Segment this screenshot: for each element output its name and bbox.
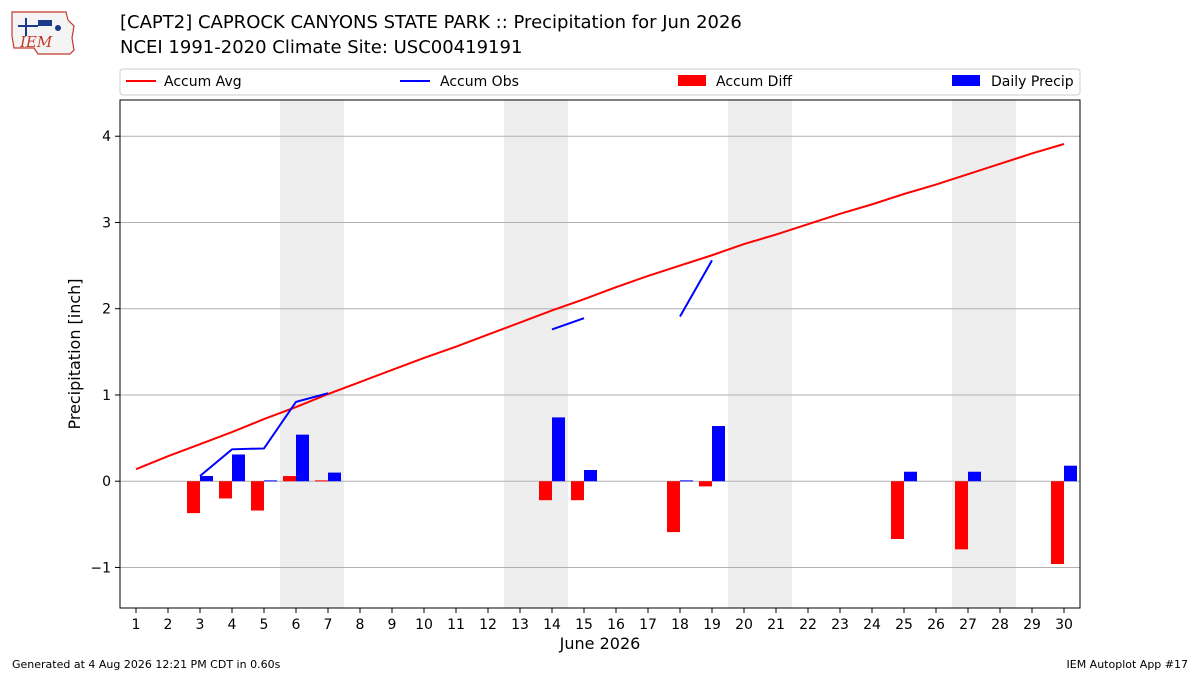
x-tick-label: 18	[671, 617, 689, 633]
legend-label: Accum Obs	[440, 74, 519, 90]
x-tick-label: 4	[228, 617, 237, 633]
bars	[187, 417, 1077, 565]
daily-precip-bar	[680, 480, 693, 482]
lines	[135, 143, 1065, 477]
weekend-band	[728, 100, 760, 608]
daily-precip-bar	[328, 472, 341, 482]
x-tick-label: 8	[356, 617, 365, 633]
generated-note: Generated at 4 Aug 2026 12:21 PM CDT in …	[12, 658, 281, 671]
daily-precip-bar	[584, 470, 597, 482]
x-tick-label: 29	[1023, 617, 1041, 633]
x-axis-title: June 2026	[559, 634, 641, 653]
x-tick-label: 17	[639, 617, 657, 633]
weekend-band	[536, 100, 568, 608]
x-tick-label: 5	[260, 617, 269, 633]
accum-obs-line	[551, 317, 585, 331]
daily-precip-bar	[968, 471, 981, 482]
x-tick-label: 25	[895, 617, 913, 633]
accum-diff-bar	[667, 481, 680, 533]
x-tick-label: 10	[415, 617, 433, 633]
weekend-band	[280, 100, 312, 608]
x-tick-label: 28	[991, 617, 1009, 633]
x-tick-label: 24	[863, 617, 881, 633]
legend-swatch	[952, 75, 980, 86]
logo-text: IEM	[19, 33, 53, 51]
legend: Accum Avg Accum Obs Accum Diff Daily Precip	[119, 68, 1081, 96]
daily-precip-bar	[232, 454, 245, 482]
x-tick-label: 15	[575, 617, 593, 633]
weekend-shading	[280, 100, 1016, 608]
daily-precip-bar	[264, 480, 277, 482]
x-tick-label: 21	[767, 617, 785, 633]
legend-swatch	[678, 75, 706, 86]
accum-obs-line	[199, 392, 329, 477]
y-tick-label: 0	[102, 474, 111, 490]
x-tick-label: 16	[607, 617, 625, 633]
x-tick-label: 19	[703, 617, 721, 633]
daily-precip-bar	[296, 434, 309, 482]
x-tick-label: 13	[511, 617, 529, 633]
x-tick-label: 30	[1055, 617, 1073, 633]
accum-avg-line	[135, 143, 1065, 471]
y-axis-title: Precipitation [inch]	[65, 278, 84, 429]
y-tick-label: 2	[102, 302, 111, 318]
daily-precip-bar	[552, 417, 565, 482]
weekend-band	[504, 100, 536, 608]
legend-label: Daily Precip	[991, 74, 1074, 90]
accum-diff-bar	[539, 481, 552, 501]
app-label: IEM Autoplot App #17	[1066, 658, 1189, 671]
x-tick-label: 1	[132, 617, 141, 633]
accum-diff-bar	[187, 481, 200, 514]
x-tick-label: 7	[324, 617, 333, 633]
accum-diff-bar	[699, 481, 712, 487]
weekend-band	[312, 100, 344, 608]
daily-precip-bar	[904, 471, 917, 482]
accum-diff-bar	[283, 476, 296, 482]
y-tick-label: −1	[90, 560, 111, 576]
chart-title: [CAPT2] CAPROCK CANYONS STATE PARK :: Pr…	[120, 12, 742, 33]
accum-diff-bar	[955, 481, 968, 550]
x-tick-label: 14	[543, 617, 561, 633]
x-tick-label: 9	[388, 617, 397, 633]
accum-diff-bar	[315, 480, 328, 482]
x-tick-label: 6	[292, 617, 301, 633]
iem-logo: IEM	[8, 6, 78, 62]
daily-precip-bar	[200, 476, 213, 482]
x-tick-label: 20	[735, 617, 753, 633]
daily-precip-bar	[712, 426, 725, 482]
gridlines	[120, 135, 1080, 568]
x-tick-label: 23	[831, 617, 849, 633]
x-tick-label: 3	[196, 617, 205, 633]
x-tick-label: 27	[959, 617, 977, 633]
x-tick-label: 26	[927, 617, 945, 633]
x-tick-label: 2	[164, 617, 173, 633]
legend-box	[119, 68, 1081, 96]
accum-diff-bar	[1051, 481, 1064, 565]
y-tick-label: 3	[102, 215, 111, 231]
legend-label: Accum Avg	[164, 74, 242, 90]
accum-diff-bar	[219, 481, 232, 499]
chart-subtitle: NCEI 1991-2020 Climate Site: USC00419191	[120, 37, 523, 58]
x-tick-label: 12	[479, 617, 497, 633]
plot-frame	[119, 99, 1081, 609]
x-tick-label: 11	[447, 617, 465, 633]
accum-diff-bar	[251, 481, 264, 511]
y-tick-label: 1	[102, 388, 111, 404]
daily-precip-bar	[1064, 465, 1077, 482]
weekend-band	[760, 100, 792, 608]
accum-diff-bar	[571, 481, 584, 501]
y-tick-label: 4	[102, 129, 111, 145]
weekend-band	[984, 100, 1016, 608]
legend-label: Accum Diff	[716, 74, 792, 90]
x-tick-label: 22	[799, 617, 817, 633]
accum-obs-line	[679, 259, 713, 317]
accum-diff-bar	[891, 481, 904, 540]
